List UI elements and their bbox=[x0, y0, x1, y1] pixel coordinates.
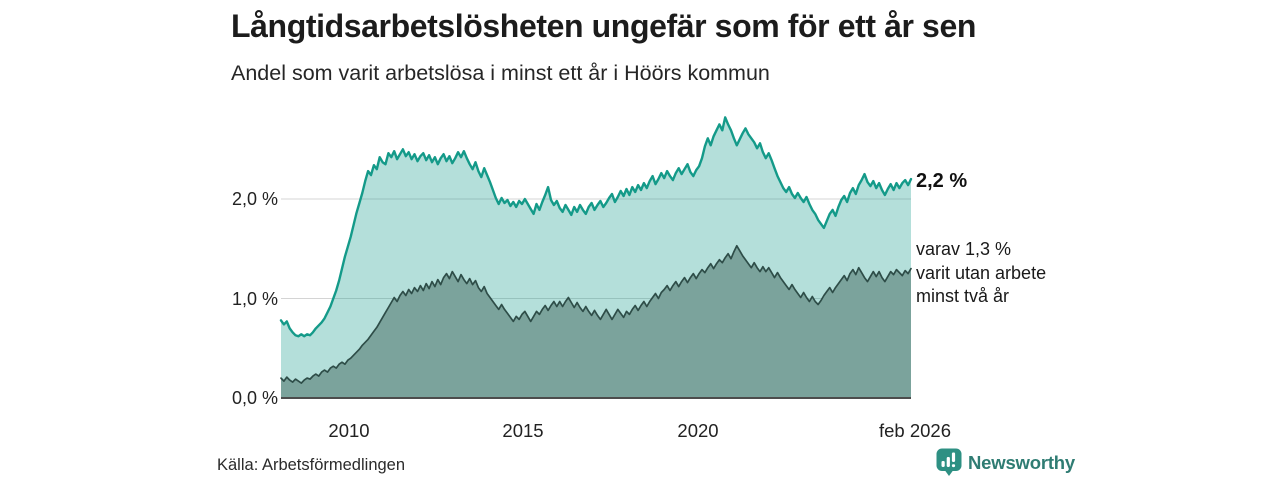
x-axis-tick-2015: 2015 bbox=[502, 420, 544, 441]
series-end-note: varav 1,3 % varit utan arbete minst två … bbox=[916, 238, 1046, 309]
x-axis-tick-2020: 2020 bbox=[677, 420, 719, 441]
series-end-value-label: 2,2 % bbox=[916, 170, 968, 192]
end-note-line-2: varit utan arbete bbox=[916, 262, 1047, 283]
y-axis-tick-1: 1,0 % bbox=[231, 289, 278, 309]
newsworthy-brand-link[interactable]: Newsworthy bbox=[936, 448, 1075, 477]
x-axis-tick-2010: 2010 bbox=[328, 420, 370, 441]
page-title: Långtidsarbetslösheten ungefär som för e… bbox=[231, 8, 976, 44]
x-axis-tick-feb-2026: feb 2026 bbox=[878, 420, 951, 441]
source-attribution: Källa: Arbetsförmedlingen bbox=[217, 456, 406, 474]
y-axis-tick-0: 0,0 % bbox=[231, 388, 278, 408]
end-note-line-1: varav 1,3 % bbox=[916, 239, 1012, 259]
newsworthy-logo-icon bbox=[936, 448, 962, 477]
end-note-line-3: minst två år bbox=[916, 286, 1010, 306]
chart-subtitle: Andel som varit arbetslösa i minst ett å… bbox=[231, 61, 770, 85]
y-axis-tick-2: 2,0 % bbox=[231, 189, 278, 209]
newsworthy-brand-text: Newsworthy bbox=[968, 451, 1075, 473]
